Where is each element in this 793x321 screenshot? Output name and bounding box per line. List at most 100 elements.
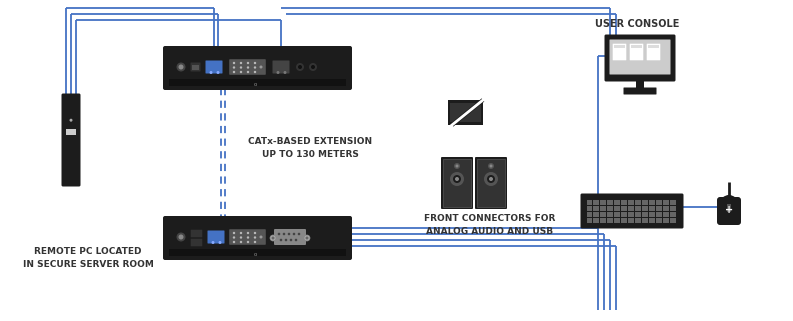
Bar	[628, 218, 634, 222]
FancyBboxPatch shape	[205, 60, 223, 74]
Circle shape	[239, 71, 242, 73]
Circle shape	[455, 164, 458, 168]
FancyBboxPatch shape	[475, 157, 507, 209]
Bar	[448, 100, 483, 125]
Bar	[600, 218, 607, 222]
Bar	[192, 65, 199, 70]
Circle shape	[233, 62, 236, 64]
Text: +: +	[725, 205, 733, 215]
Circle shape	[239, 66, 242, 69]
Bar	[621, 199, 627, 204]
Circle shape	[239, 62, 242, 64]
Bar	[600, 212, 607, 216]
Circle shape	[304, 235, 310, 241]
Circle shape	[247, 241, 249, 243]
Bar	[600, 205, 607, 211]
FancyBboxPatch shape	[441, 157, 473, 209]
FancyBboxPatch shape	[580, 194, 684, 229]
Bar	[443, 159, 471, 207]
Circle shape	[311, 65, 315, 69]
Bar	[642, 199, 648, 204]
Bar	[636, 80, 644, 88]
Circle shape	[233, 66, 236, 69]
Text: o: o	[253, 82, 257, 86]
Bar	[593, 199, 600, 204]
Circle shape	[298, 65, 302, 69]
Bar	[621, 205, 627, 211]
Bar	[628, 199, 634, 204]
Circle shape	[305, 237, 308, 239]
FancyBboxPatch shape	[190, 239, 202, 246]
Text: USER CONSOLE: USER CONSOLE	[595, 19, 679, 29]
Bar	[169, 249, 346, 256]
Circle shape	[239, 232, 242, 234]
Bar	[621, 218, 627, 222]
Bar	[669, 205, 676, 211]
Circle shape	[233, 71, 236, 73]
FancyBboxPatch shape	[630, 44, 643, 60]
Text: o: o	[253, 251, 257, 256]
Bar	[635, 218, 641, 222]
Circle shape	[247, 236, 249, 239]
Circle shape	[489, 177, 493, 181]
Bar	[669, 199, 676, 204]
FancyBboxPatch shape	[604, 34, 676, 82]
Circle shape	[259, 236, 262, 239]
Circle shape	[178, 235, 183, 239]
Bar	[648, 45, 659, 48]
FancyBboxPatch shape	[613, 44, 626, 60]
Bar	[615, 212, 620, 216]
Circle shape	[293, 233, 295, 235]
Bar	[593, 205, 600, 211]
Bar	[587, 199, 592, 204]
FancyBboxPatch shape	[647, 44, 661, 60]
Circle shape	[309, 63, 317, 71]
Circle shape	[454, 163, 460, 169]
Circle shape	[212, 241, 214, 244]
FancyBboxPatch shape	[163, 216, 352, 260]
Bar	[635, 199, 641, 204]
FancyBboxPatch shape	[208, 230, 224, 244]
Circle shape	[247, 232, 249, 234]
Bar	[635, 212, 641, 216]
Text: CATx-BASED EXTENSION
UP TO 130 METERS: CATx-BASED EXTENSION UP TO 130 METERS	[248, 137, 372, 159]
Circle shape	[247, 71, 249, 73]
Circle shape	[277, 71, 279, 74]
Circle shape	[289, 239, 293, 241]
Circle shape	[278, 233, 280, 235]
Bar	[614, 45, 625, 48]
Text: FRONT CONNECTORS FOR
ANALOG AUDIO AND USB: FRONT CONNECTORS FOR ANALOG AUDIO AND US…	[424, 214, 556, 236]
Circle shape	[233, 241, 236, 243]
Bar	[669, 218, 676, 222]
Circle shape	[254, 62, 256, 64]
Circle shape	[178, 65, 183, 70]
FancyBboxPatch shape	[229, 229, 266, 245]
Bar	[656, 205, 661, 211]
Bar	[477, 159, 505, 207]
FancyBboxPatch shape	[274, 229, 306, 245]
Circle shape	[295, 239, 297, 241]
Circle shape	[297, 233, 301, 235]
Bar	[720, 200, 738, 208]
FancyBboxPatch shape	[62, 93, 81, 187]
Bar	[642, 205, 648, 211]
Bar	[656, 218, 661, 222]
Circle shape	[296, 63, 304, 71]
Bar	[607, 199, 613, 204]
Circle shape	[282, 233, 285, 235]
Circle shape	[487, 175, 495, 183]
Circle shape	[453, 175, 461, 183]
Circle shape	[177, 232, 186, 241]
Circle shape	[254, 66, 256, 69]
Circle shape	[239, 236, 242, 239]
Bar	[615, 218, 620, 222]
FancyBboxPatch shape	[190, 63, 201, 72]
FancyBboxPatch shape	[163, 46, 352, 90]
Bar	[607, 212, 613, 216]
Circle shape	[481, 169, 501, 189]
Bar	[587, 205, 592, 211]
Circle shape	[484, 172, 498, 186]
Circle shape	[452, 161, 462, 171]
Circle shape	[288, 233, 290, 235]
Circle shape	[216, 71, 220, 74]
